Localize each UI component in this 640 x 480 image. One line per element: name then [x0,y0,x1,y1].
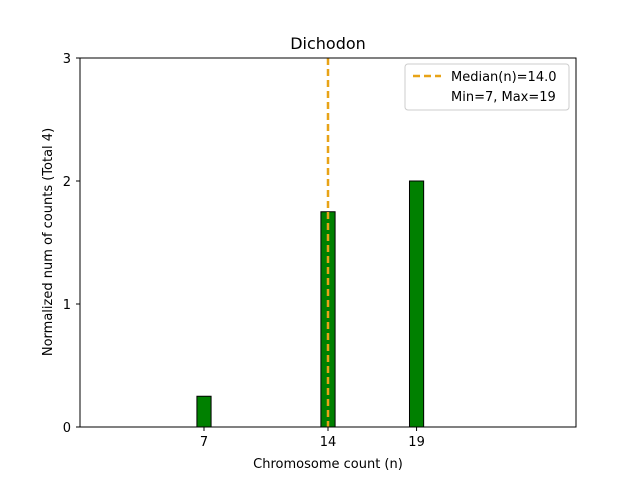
legend-median-label: Median(n)=14.0 [451,70,557,85]
legend-minmax-label: Min=7, Max=19 [451,90,556,105]
y-tick-label-1: 1 [63,298,71,313]
chart-title: Dichodon [290,34,366,53]
x-tick-label-19: 19 [408,435,425,450]
y-tick-label-2: 2 [63,175,71,190]
y-tick-label-0: 0 [63,421,71,436]
x-tick-label-14: 14 [320,435,337,450]
legend: Median(n)=14.0 Min=7, Max=19 [404,63,570,111]
legend-box [404,63,570,111]
x-tick-label-7: 7 [200,435,208,450]
y-tick-label-3: 3 [63,52,71,67]
bar-7 [196,395,212,428]
x-ticks: 7 14 19 [200,427,425,450]
y-ticks: 0 1 2 3 [63,52,80,436]
bar-19 [408,180,425,428]
x-axis-label: Chromosome count (n) [253,457,403,472]
y-axis-label: Normalized num of counts (Total 4) [41,128,56,356]
bars-group [196,180,425,428]
